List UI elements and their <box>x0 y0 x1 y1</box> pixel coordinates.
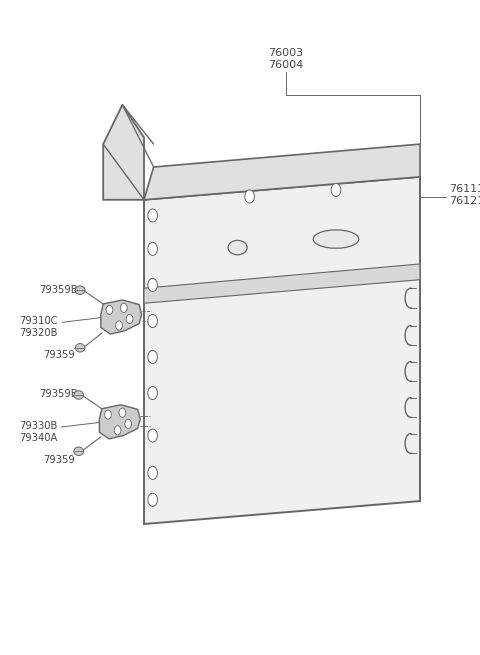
Polygon shape <box>99 405 140 439</box>
Circle shape <box>245 190 254 203</box>
Text: 79359: 79359 <box>43 350 75 360</box>
Text: 79359: 79359 <box>43 455 75 465</box>
Circle shape <box>125 419 132 428</box>
Polygon shape <box>144 144 420 200</box>
Circle shape <box>148 350 157 364</box>
Polygon shape <box>103 105 144 200</box>
Text: 79320B: 79320B <box>19 328 58 338</box>
Text: 76003
76004: 76003 76004 <box>268 48 303 70</box>
Text: 79340A: 79340A <box>19 432 58 443</box>
Circle shape <box>126 314 133 324</box>
Ellipse shape <box>74 390 84 399</box>
Circle shape <box>105 410 111 419</box>
Circle shape <box>120 303 127 312</box>
Circle shape <box>331 183 341 196</box>
Circle shape <box>148 429 157 442</box>
Ellipse shape <box>313 230 359 248</box>
Circle shape <box>148 466 157 479</box>
Text: 76111
76121: 76111 76121 <box>449 185 480 206</box>
Circle shape <box>148 493 157 506</box>
Circle shape <box>148 314 157 328</box>
Ellipse shape <box>74 447 84 456</box>
Text: 79359B: 79359B <box>39 284 78 295</box>
Circle shape <box>114 426 121 435</box>
Polygon shape <box>101 300 142 334</box>
Circle shape <box>119 408 126 417</box>
Circle shape <box>148 278 157 291</box>
Ellipse shape <box>228 240 247 255</box>
Circle shape <box>148 209 157 222</box>
Ellipse shape <box>75 286 85 294</box>
Text: 79359B: 79359B <box>39 389 78 400</box>
Text: 79330B: 79330B <box>19 421 58 431</box>
Circle shape <box>148 386 157 400</box>
Circle shape <box>106 305 113 314</box>
Circle shape <box>116 321 122 330</box>
Polygon shape <box>144 177 420 524</box>
Text: 79310C: 79310C <box>19 316 58 326</box>
Ellipse shape <box>75 343 85 352</box>
Polygon shape <box>144 264 420 303</box>
Circle shape <box>148 242 157 255</box>
